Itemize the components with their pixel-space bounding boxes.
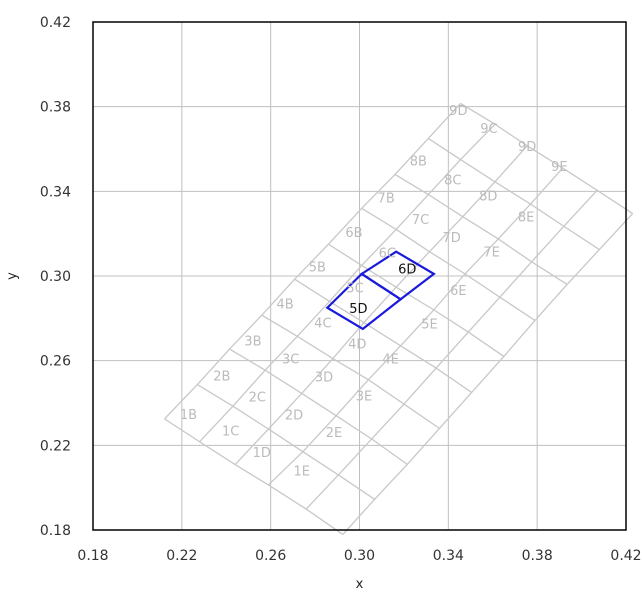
y-tick-label: 0.26 (40, 354, 71, 370)
bin-boundary (164, 103, 462, 420)
bin-label: 2E (326, 426, 343, 441)
bin-boundary (460, 102, 634, 215)
bin-label: 9D (449, 104, 467, 119)
bin-boundary (305, 189, 598, 510)
bin-label: 4D (348, 338, 366, 353)
bin-label: 4E (382, 353, 399, 368)
bin-label: 1E (294, 465, 311, 480)
bin-label: 9C (480, 122, 497, 137)
bin-boundary (361, 207, 536, 321)
bin-boundary (427, 137, 600, 251)
bin-label: 3B (244, 335, 261, 350)
bin-boundary (261, 314, 440, 429)
x-tick-label: 0.30 (344, 548, 375, 564)
bin-boundary (229, 348, 408, 465)
bin-boundary (342, 213, 634, 535)
x-tick-label: 0.26 (255, 548, 286, 564)
bin-label: 5D (349, 302, 367, 317)
bin-boundary (294, 278, 473, 393)
y-tick-label: 0.30 (40, 269, 71, 285)
bin-label: 9E (551, 160, 568, 175)
bin-label: 3D (315, 371, 333, 386)
bin-boundary (328, 243, 505, 357)
bin-label: 4C (314, 317, 331, 332)
bin-boundary (199, 123, 496, 443)
bin-label: 7B (378, 192, 395, 207)
plot-frame (92, 21, 627, 531)
bin-labels: 1B 1C 1D 1E 2B 2C 2D 2E 3B 3C 3D 3E 4B 4C 4D 4E 5B 5C 5D 5E… (180, 104, 568, 480)
bin-boundary (267, 167, 564, 486)
bin-label: 4B (277, 298, 294, 313)
bin-label: 1C (222, 425, 239, 440)
bin-label: 6C (379, 247, 396, 262)
y-tick-label: 0.42 (40, 15, 71, 31)
bin-label: 1B (180, 408, 197, 423)
x-tick-label: 0.22 (166, 548, 197, 564)
bin-label: 7E (483, 246, 500, 261)
bin-label: 5E (421, 318, 438, 333)
highlighted-bins (325, 250, 436, 331)
y-tick-label: 0.18 (40, 523, 71, 539)
bin-label: 8D (479, 190, 497, 205)
x-tick-label: 0.38 (522, 548, 553, 564)
highlighted-bin-5d (325, 272, 403, 331)
bin-label: 9D (518, 140, 536, 155)
y-axis-label: y (5, 272, 20, 280)
bin-label: 6D (398, 263, 416, 278)
bin-label: 6B (345, 226, 362, 241)
x-tick-label: 0.18 (77, 548, 108, 564)
bin-label: 2C (249, 391, 266, 406)
bin-label: 7C (412, 213, 429, 228)
y-tick-label: 0.38 (40, 100, 71, 116)
bin-grid (164, 102, 634, 535)
bin-label: 6E (450, 284, 467, 299)
plot-border (92, 21, 627, 531)
x-axis-label: x (356, 577, 364, 592)
bin-label: 8C (444, 174, 461, 189)
bin-label: 7D (443, 231, 461, 246)
bin-label: 2B (213, 369, 230, 384)
y-tick-label: 0.22 (40, 438, 71, 454)
bin-label: 2D (285, 409, 303, 424)
y-tick-label: 0.34 (40, 184, 71, 200)
bin-boundary (197, 384, 375, 500)
bin-boundary (394, 173, 568, 286)
x-tick-label: 0.34 (433, 548, 464, 564)
bin-label: 5B (309, 260, 326, 275)
bin-label: 1D (253, 446, 271, 461)
bin-label: 5C (346, 282, 363, 297)
y-tick-labels: 0.18 0.22 0.26 0.30 0.34 0.38 0.42 (40, 15, 71, 539)
x-tick-label: 0.42 (610, 548, 641, 564)
bin-boundary (164, 418, 344, 535)
bin-label: 8E (518, 211, 535, 226)
x-tick-labels: 0.18 0.22 0.26 0.30 0.34 0.38 0.42 (77, 548, 641, 564)
bin-label: 8B (410, 155, 427, 170)
bin-boundary (234, 145, 528, 466)
bin-label: 3C (282, 353, 299, 368)
bin-label: 3E (356, 390, 373, 405)
